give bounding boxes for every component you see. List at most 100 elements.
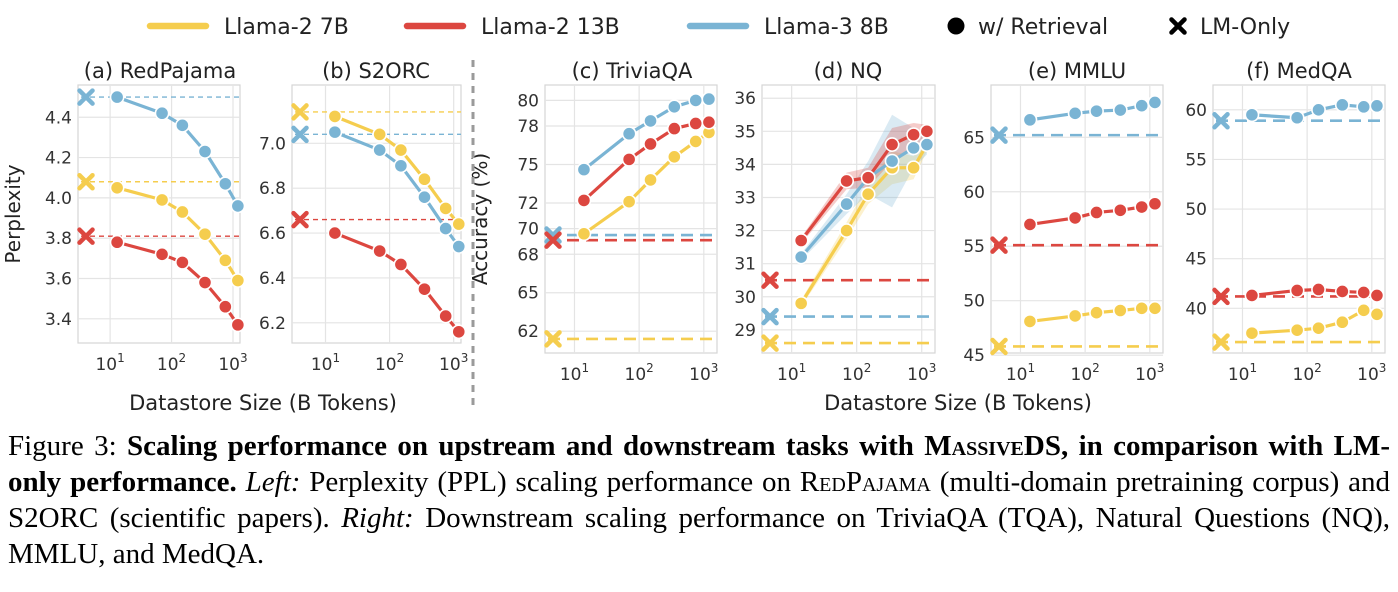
y-tick-label: 72 <box>517 194 539 214</box>
data-point-llama-2-7b <box>197 226 213 242</box>
y-tick-label: 33 <box>734 188 756 208</box>
y-tick-label: 36 <box>734 89 756 109</box>
data-point-llama-2-13b <box>197 275 213 290</box>
caption-bold-text: Scaling performance on upstream and down… <box>8 430 1391 498</box>
x-axis-label-left: Datastore Size (B Tokens) <box>129 391 397 415</box>
y-tick-label: 60 <box>1185 101 1207 121</box>
legend-marker-dot <box>947 17 965 35</box>
data-point-llama-2-13b <box>217 299 233 315</box>
figure: Llama-2 7B Llama-2 13B Llama-3 8B w/ Retrie… <box>1 15 1386 415</box>
data-point-llama-2-13b <box>576 193 592 208</box>
lm-only-marker-llama-2-13b <box>1212 287 1230 306</box>
figure-caption: Figure 3: Scaling performance on upstrea… <box>8 430 1391 570</box>
y-tick-label: 7.0 <box>259 134 286 154</box>
data-point-llama-3-8b <box>451 239 467 254</box>
panel-title: (b) S2ORC <box>322 59 430 83</box>
data-point-llama-2-7b <box>1147 300 1163 316</box>
data-point-llama-2-13b <box>393 257 409 272</box>
y-tick-label: 4.2 <box>45 149 72 169</box>
plot-area <box>77 84 241 344</box>
data-point-llama-2-13b <box>109 234 125 250</box>
data-point-llama-3-8b <box>1369 98 1385 114</box>
data-point-llama-3-8b <box>197 144 213 159</box>
data-point-llama-2-7b <box>666 149 682 165</box>
data-point-llama-2-7b <box>643 172 658 188</box>
data-point-llama-3-8b <box>217 176 233 192</box>
data-point-llama-2-7b <box>1369 306 1385 322</box>
data-point-llama-2-7b <box>688 134 704 149</box>
legend-marker-cross <box>1169 17 1187 35</box>
data-point-llama-2-13b <box>1089 205 1104 220</box>
data-point-llama-3-8b <box>1311 102 1326 118</box>
y-axis-label: Perplexity <box>1 164 25 263</box>
y-tick-label: 6.8 <box>259 179 286 199</box>
lm-only-marker-llama-3-8b <box>1212 111 1230 130</box>
x-tick-label: 102 <box>1293 361 1322 385</box>
lm-only-marker-llama-2-7b <box>1212 333 1230 351</box>
y-tick-label: 45 <box>1185 250 1207 270</box>
x-tick-label: 102 <box>842 361 871 385</box>
lm-only-marker-llama-2-13b <box>291 210 309 229</box>
lm-only-marker-llama-2-7b <box>990 337 1008 356</box>
data-point-llama-2-7b <box>230 273 246 288</box>
legend-item-lm-only: LM-Only <box>1169 15 1290 40</box>
lm-only-marker-llama-3-8b <box>990 126 1008 144</box>
data-point-llama-3-8b <box>109 89 125 105</box>
y-tick-label: 45 <box>963 346 985 366</box>
y-tick-label: 6.4 <box>259 269 286 289</box>
y-tick-label: 34 <box>734 155 756 175</box>
y-tick-label: 29 <box>734 321 756 341</box>
data-point-llama-2-13b <box>1112 202 1128 218</box>
data-point-llama-2-7b <box>1112 303 1128 318</box>
data-point-llama-2-7b <box>451 216 467 232</box>
data-point-llama-2-7b <box>1067 308 1083 324</box>
data-point-llama-2-13b <box>1134 199 1150 215</box>
panel-title: (c) TriviaQA <box>572 59 693 83</box>
data-point-llama-2-7b <box>1289 322 1305 338</box>
data-point-llama-3-8b <box>906 140 921 156</box>
data-point-llama-3-8b <box>438 221 454 236</box>
lm-only-marker-llama-3-8b <box>544 226 562 244</box>
lm-only-marker-llama-2-13b <box>761 271 779 289</box>
data-point-llama-2-7b <box>576 226 592 242</box>
lm-only-marker-llama-2-7b <box>291 103 309 121</box>
legend-label: Llama-3 8B <box>764 15 889 40</box>
y-tick-label: 4.0 <box>45 189 72 209</box>
plot-area <box>761 84 936 354</box>
y-tick-label: 70 <box>517 220 539 240</box>
data-point-llama-3-8b <box>1089 103 1104 119</box>
y-tick-label: 62 <box>517 322 539 342</box>
y-tick-label: 65 <box>517 284 539 304</box>
data-point-llama-2-7b <box>1334 314 1350 330</box>
data-point-llama-3-8b <box>1067 105 1083 121</box>
data-point-llama-2-13b <box>1369 288 1385 303</box>
data-point-llama-2-13b <box>621 151 637 167</box>
y-tick-label: 6.6 <box>259 224 286 244</box>
chart-panels: 3.4 3.6 3.8 4.0 4.2 4.4 101 102 103 (a) RedPajama… <box>1 59 1386 385</box>
data-point-llama-2-7b <box>217 252 233 268</box>
data-point-llama-2-7b <box>372 126 388 142</box>
y-tick-label: 68 <box>517 245 539 265</box>
data-point-llama-2-13b <box>1311 282 1326 297</box>
confidence-band <box>801 114 927 261</box>
data-point-llama-3-8b <box>1112 102 1128 118</box>
y-tick-label: 75 <box>517 156 539 176</box>
data-point-llama-2-13b <box>793 233 809 248</box>
data-point-llama-2-7b <box>1134 300 1150 316</box>
y-tick-label: 55 <box>1185 150 1207 170</box>
data-point-llama-2-7b <box>621 194 637 210</box>
y-tick-label: 6.2 <box>259 314 286 334</box>
data-point-llama-3-8b <box>1289 110 1305 126</box>
y-tick-label: 31 <box>734 255 756 275</box>
data-point-llama-2-13b <box>1147 196 1163 212</box>
x-tick-label: 101 <box>1006 361 1035 385</box>
data-point-llama-2-7b <box>793 295 809 311</box>
data-point-llama-3-8b <box>1356 99 1372 115</box>
data-point-llama-3-8b <box>1244 107 1260 123</box>
data-point-llama-2-7b <box>417 171 432 187</box>
y-tick-label: 50 <box>1185 200 1207 220</box>
chart-panel-6: 40 45 50 55 60 101 102 103 (f) MedQA <box>1185 59 1386 385</box>
data-point-llama-3-8b <box>701 91 717 107</box>
chart-panel-2: 6.2 6.4 6.6 6.8 7.0 101 102 103 (b) S2ORC <box>259 59 468 375</box>
data-point-llama-2-13b <box>666 121 682 136</box>
